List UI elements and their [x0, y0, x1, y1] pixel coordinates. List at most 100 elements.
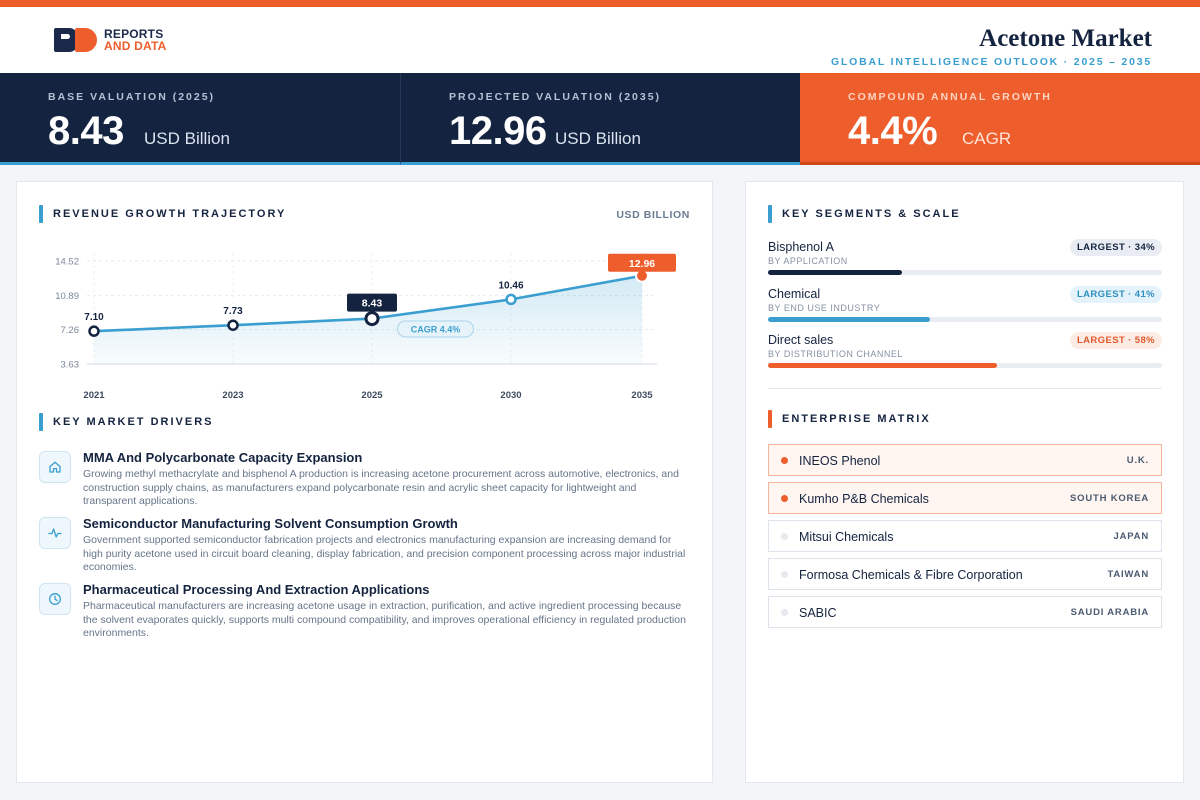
driver-item: Pharmaceutical Processing And Extraction… [39, 582, 689, 648]
status-dot [781, 571, 788, 578]
segment-category: BY DISTRIBUTION CHANNEL [768, 349, 903, 359]
brand-logo-mark [54, 28, 98, 52]
kpi-unit: CAGR [962, 129, 1012, 148]
data-label-box [608, 253, 676, 272]
kpi-unit: USD Billion [555, 129, 641, 148]
right-panel: KEY SEGMENTS & SCALE Bisphenol A BY APPL… [745, 181, 1184, 783]
enterprise-section-title: ENTERPRISE MATRIX [768, 410, 931, 428]
data-label: 7.73 [223, 306, 243, 317]
kpi-value: 12.96 [449, 109, 547, 153]
segment-share-bar [768, 317, 930, 322]
enterprise-name: Mitsui Chemicals [799, 530, 894, 544]
trajectory-title: REVENUE GROWTH TRAJECTORY [53, 208, 287, 220]
segment-name: Bisphenol A [768, 240, 835, 254]
section-accent-bar [39, 413, 43, 431]
x-tick-label: 2023 [222, 390, 243, 401]
section-accent-bar [39, 205, 43, 223]
y-tick-label: 14.52 [55, 257, 79, 268]
segment-share-track [768, 270, 1162, 275]
segment-category: BY APPLICATION [768, 256, 848, 266]
segment-category: BY END USE INDUSTRY [768, 303, 881, 313]
enterprise-name: SABIC [799, 606, 837, 620]
cagr-annotation-pill [397, 320, 474, 338]
segment-share-bar [768, 270, 902, 275]
cagr-annotation: CAGR 4.4% [411, 325, 461, 335]
data-point [364, 311, 380, 327]
enterprise-name: Kumho P&B Chemicals [799, 492, 929, 506]
clock-icon [39, 583, 71, 615]
segments-title: KEY SEGMENTS & SCALE [782, 208, 961, 220]
y-tick-label: 10.89 [55, 291, 79, 302]
segment-share-bar [768, 363, 997, 368]
enterprise-title: ENTERPRISE MATRIX [782, 413, 931, 425]
kpi-value: 4.4% [848, 109, 938, 153]
enterprise-country: SOUTH KOREA [1070, 493, 1149, 504]
data-label: 8.43 [362, 298, 383, 310]
segment-name: Chemical [768, 287, 821, 301]
home-icon [39, 451, 71, 483]
left-panel: REVENUE GROWTH TRAJECTORY USD BILLION 14… [16, 181, 713, 783]
section-divider [768, 388, 1162, 389]
page-title: Acetone Market [979, 25, 1152, 52]
driver-item: MMA And Polycarbonate Capacity Expansion… [39, 450, 689, 516]
trajectory-section-title: REVENUE GROWTH TRAJECTORY [39, 205, 286, 223]
segment-share-badge: LARGEST · 41% [1069, 286, 1162, 303]
segment-share-track [768, 363, 1162, 368]
data-point [88, 325, 100, 337]
kpi-label: COMPOUND ANNUAL GROWTH [848, 91, 1052, 103]
kpi-label: BASE VALUATION (2025) [48, 91, 216, 103]
enterprise-row[interactable]: Kumho P&B Chemicals SOUTH KOREA [768, 482, 1162, 514]
x-tick-label: 2035 [631, 390, 653, 401]
driver-description: Pharmaceutical manufacturers are increas… [83, 600, 686, 639]
kpi-value: 8.43 [48, 109, 124, 153]
x-tick-label: 2021 [83, 390, 105, 401]
status-dot [781, 495, 788, 502]
segment-name: Direct sales [768, 333, 834, 347]
kpi-label: PROJECTED VALUATION (2035) [449, 91, 662, 103]
enterprise-name: INEOS Phenol [799, 454, 881, 468]
drivers-section-title: KEY MARKET DRIVERS [39, 413, 213, 431]
page-header: REPORTS AND DATA Acetone Market GLOBAL I… [0, 7, 1200, 73]
enterprise-country: JAPAN [1113, 531, 1149, 542]
segment-share-track [768, 317, 1162, 322]
kpi-projected-valuation: PROJECTED VALUATION (2035) 12.96 USD Bil… [400, 73, 800, 165]
driver-title: Pharmaceutical Processing And Extraction… [83, 582, 430, 597]
driver-item: Semiconductor Manufacturing Solvent Cons… [39, 516, 689, 582]
enterprise-row[interactable]: Formosa Chemicals & Fibre Corporation TA… [768, 558, 1162, 590]
y-tick-label: 3.63 [61, 360, 80, 371]
driver-title: MMA And Polycarbonate Capacity Expansion [83, 450, 363, 465]
section-accent-bar [768, 205, 772, 223]
enterprise-row[interactable]: SABIC SAUDI ARABIA [768, 596, 1162, 628]
chart-unit-label: USD BILLION [616, 209, 690, 221]
data-label: 10.46 [498, 280, 523, 291]
status-dot [781, 457, 788, 464]
data-label: 7.10 [84, 312, 104, 323]
enterprise-row[interactable]: INEOS Phenol U.K. [768, 444, 1162, 476]
data-point [505, 293, 517, 306]
y-tick-label: 7.26 [61, 325, 80, 336]
kpi-base-valuation: BASE VALUATION (2025) 8.43 USD Billion [0, 73, 400, 165]
data-point [227, 319, 239, 331]
brand-name-line1: REPORTS [104, 27, 164, 41]
brand-logo: REPORTS AND DATA [54, 28, 166, 52]
enterprise-name: Formosa Chemicals & Fibre Corporation [799, 568, 1023, 582]
enterprise-country: U.K. [1126, 455, 1149, 466]
data-label-box [347, 293, 397, 312]
drivers-list: MMA And Polycarbonate Capacity Expansion… [39, 450, 689, 648]
segment-share-badge: LARGEST · 58% [1069, 332, 1162, 349]
enterprise-row[interactable]: Mitsui Chemicals JAPAN [768, 520, 1162, 552]
status-dot [781, 609, 788, 616]
kpi-unit: USD Billion [144, 129, 230, 148]
kpi-cagr: COMPOUND ANNUAL GROWTH 4.4% CAGR [800, 73, 1200, 165]
enterprise-country: SAUDI ARABIA [1070, 607, 1149, 618]
section-accent-bar [768, 410, 772, 428]
pulse-icon [39, 517, 71, 549]
drivers-title: KEY MARKET DRIVERS [53, 416, 214, 428]
status-dot [781, 533, 788, 540]
segment-share-badge: LARGEST · 34% [1069, 239, 1162, 256]
driver-description: Government supported semiconductor fabri… [83, 534, 686, 573]
driver-title: Semiconductor Manufacturing Solvent Cons… [83, 516, 458, 531]
x-tick-label: 2025 [361, 390, 383, 401]
driver-description: Growing methyl methacrylate and bispheno… [83, 468, 679, 507]
segments-section-title: KEY SEGMENTS & SCALE [768, 205, 961, 223]
